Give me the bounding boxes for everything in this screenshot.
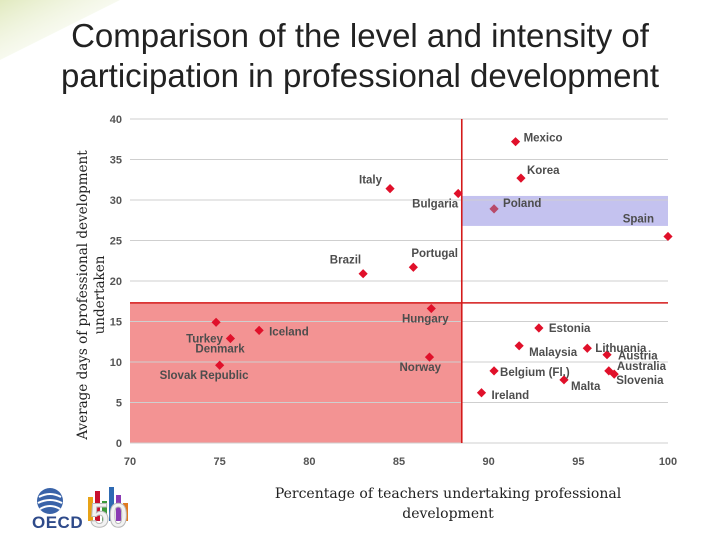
data-points [211,137,673,398]
point-korea [516,173,526,183]
point-portugal [408,262,418,272]
point-label-italy: Italy [359,175,383,187]
x-tick-label-90: 90 [483,456,495,468]
point-italy [385,184,395,194]
x-tick-label-75: 75 [214,456,226,468]
y-axis-label: Average days of professional development… [72,118,112,472]
x-tick-label-95: 95 [572,456,584,468]
point-label-slovak-republic: Slovak Republic [160,370,249,382]
reference-lines [130,119,668,443]
point-label-ireland: Ireland [491,390,529,402]
point-label-brazil: Brazil [330,255,361,267]
point-label-turkey: Turkey [186,333,223,345]
point-belgium-fl [489,366,499,376]
point-slovenia [609,369,619,379]
point-label-estonia: Estonia [549,323,591,335]
x-tick-label-100: 100 [659,456,677,468]
point-brazil [358,269,368,279]
slide-title-line2: participation in professional developmen… [60,57,660,94]
point-mexico [510,137,521,147]
point-label-australia: Australia [617,361,667,373]
point-label-spain: Spain [623,213,654,225]
y-tick-label-25: 25 [110,236,122,248]
point-label-hungary: Hungary [402,314,449,326]
oecd-logo-number: 50 [90,497,129,536]
oecd-logo [37,487,128,521]
point-spain [663,231,673,242]
point-labels: Mexico Korea Italy Bulgaria Poland Spain Portu… [160,133,667,402]
point-estonia [534,323,544,333]
point-australia [604,366,614,376]
point-iceland [254,325,264,336]
point-denmark [225,333,236,344]
slide-title: Comparison of the level and intensity of… [20,16,700,96]
y-tick-label-15: 15 [110,317,122,329]
y-tick-label-0: 0 [116,438,122,450]
point-malta [559,375,569,385]
region-low-participation-low-intensity [130,302,462,443]
y-tick-label-5: 5 [116,398,122,410]
point-norway [424,352,435,362]
slide-title-line1: Comparison of the level and intensity of [71,17,649,54]
x-tick-label-85: 85 [393,456,405,468]
point-hungary [426,303,436,314]
point-label-mexico: Mexico [524,133,563,145]
y-tick-label-35: 35 [110,155,122,167]
point-label-malta: Malta [571,381,601,393]
point-label-austria: Austria [618,351,658,363]
point-malaysia [514,341,524,351]
y-tick-label-40: 40 [110,114,122,126]
point-label-portugal: Portugal [411,248,458,260]
point-label-bulgaria: Bulgaria [412,199,459,211]
point-label-lithuania: Lithuania [595,343,647,355]
y-tick-label-30: 30 [110,195,122,207]
point-label-korea: Korea [527,165,560,177]
point-label-norway: Norway [399,362,441,374]
point-label-poland: Poland [503,198,541,210]
x-axis-ticks: 70 75 80 85 90 95 100 [124,456,677,468]
point-austria [602,350,612,360]
point-label-iceland: Iceland [269,326,309,338]
point-ireland [476,388,487,398]
y-axis-label-text: Average days of professional development… [75,150,108,440]
point-slovak-republic [215,360,225,370]
point-bulgaria [453,188,463,199]
y-tick-label-20: 20 [110,276,122,288]
y-axis-ticks: 0 5 10 15 20 25 30 35 40 [110,114,122,450]
point-turkey [211,317,221,327]
x-tick-label-80: 80 [303,456,315,468]
x-tick-label-70: 70 [124,456,136,468]
highlight-regions [130,195,668,443]
y-tick-label-10: 10 [110,357,122,369]
point-poland [489,204,499,214]
point-label-belgium-fl: Belgium (Fl.) [500,367,570,379]
oecd-logo-text: OECD [32,513,84,532]
corner-decoration [0,0,120,60]
point-label-denmark: Denmark [195,344,245,356]
x-axis-label: Percentage of teachers undertaking profe… [274,486,622,522]
point-label-malaysia: Malaysia [529,347,578,359]
color-bars-icon [88,487,128,521]
point-label-slovenia: Slovenia [616,375,664,387]
globe-icon [37,488,63,514]
point-lithuania [582,343,592,353]
